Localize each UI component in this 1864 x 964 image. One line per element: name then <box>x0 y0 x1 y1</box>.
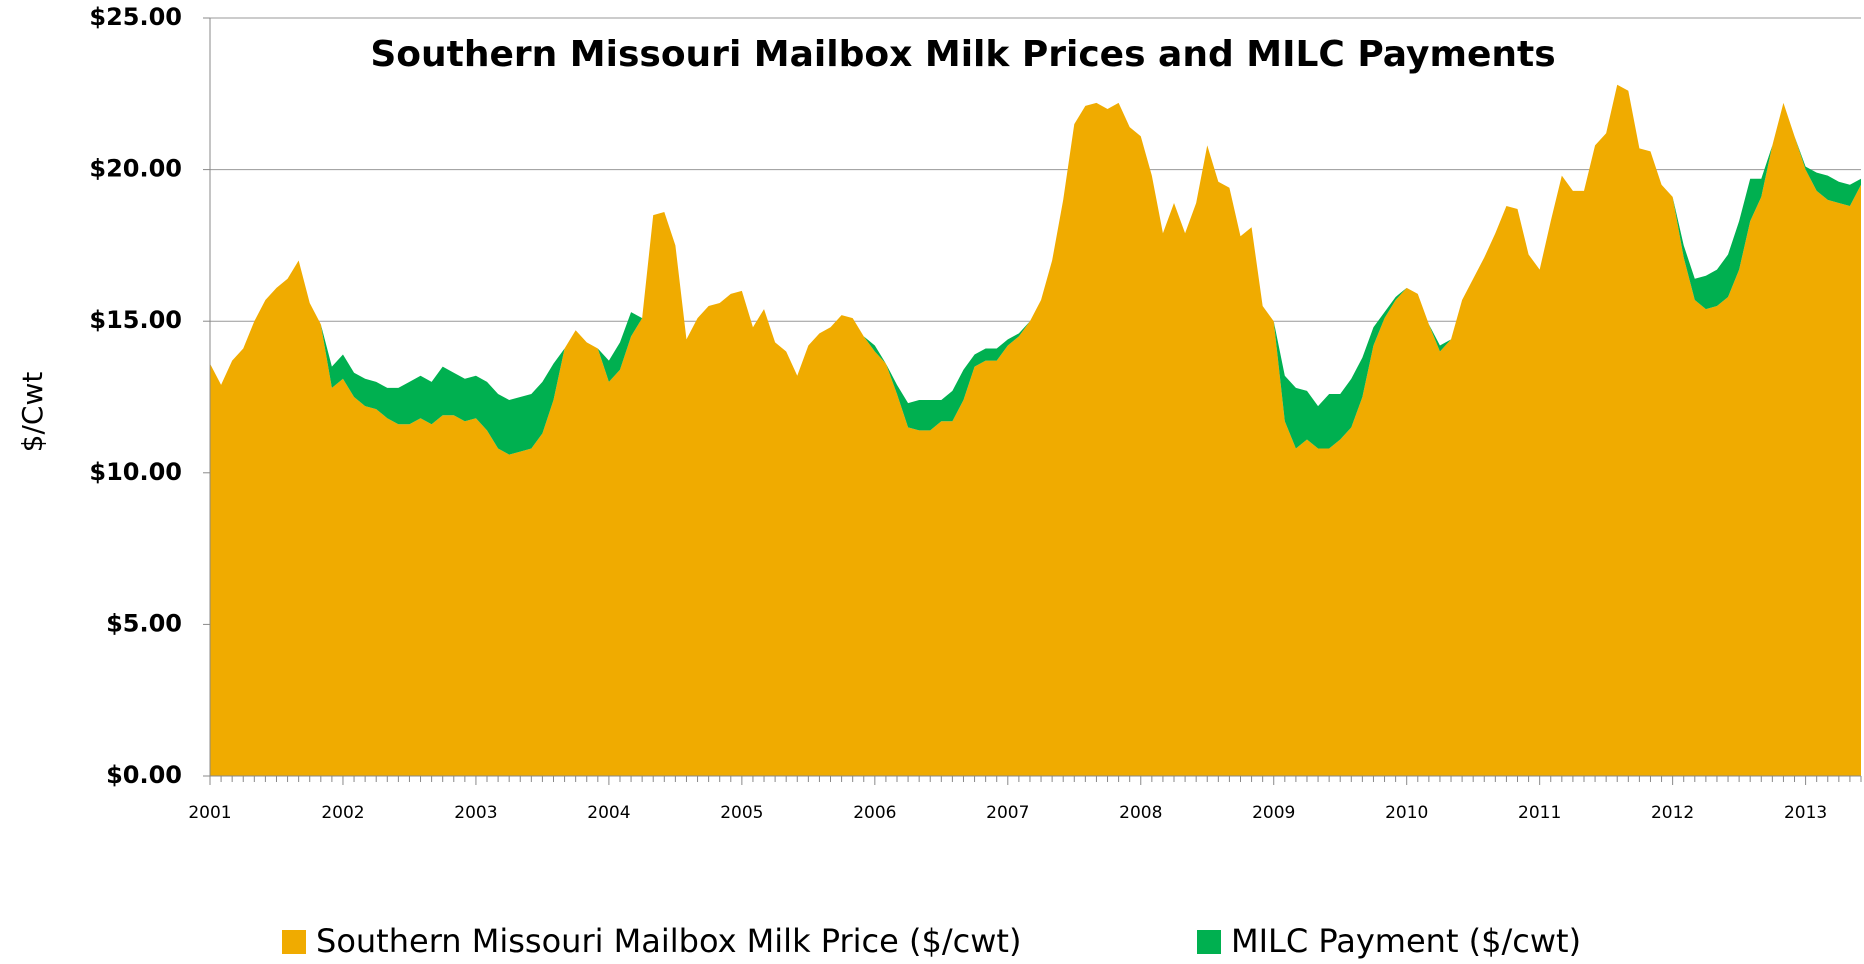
y-tick-label: $5.00 <box>106 609 182 637</box>
y-axis-label: $/Cwt <box>16 372 49 453</box>
y-tick-label: $20.00 <box>89 155 182 183</box>
legend-label: MILC Payment ($/cwt) <box>1231 922 1581 960</box>
x-tick-label: 2003 <box>454 803 497 823</box>
y-tick-label: $15.00 <box>89 306 182 334</box>
x-tick-label: 2002 <box>321 803 364 823</box>
y-tick-label: $25.00 <box>89 3 182 31</box>
x-tick-label: 2013 <box>1784 803 1827 823</box>
legend-swatch <box>282 930 306 954</box>
x-tick-label: 2007 <box>986 803 1029 823</box>
x-tick-label: 2008 <box>1119 803 1162 823</box>
x-tick-label: 2012 <box>1651 803 1694 823</box>
x-tick-label: 2001 <box>188 803 231 823</box>
y-tick-label: $10.00 <box>89 458 182 486</box>
x-tick-label: 2006 <box>853 803 896 823</box>
x-tick-label: 2004 <box>587 803 630 823</box>
legend-label: Southern Missouri Mailbox Milk Price ($/… <box>316 922 1021 960</box>
legend-swatch <box>1197 930 1221 954</box>
y-tick-label: $0.00 <box>106 761 182 789</box>
x-tick-label: 2005 <box>720 803 763 823</box>
area <box>210 84 1861 777</box>
x-tick-label: 2009 <box>1252 803 1295 823</box>
chart-title: Southern Missouri Mailbox Milk Prices an… <box>370 34 1555 75</box>
x-tick-label: 2011 <box>1518 803 1561 823</box>
x-tick-label: 2010 <box>1385 803 1428 823</box>
